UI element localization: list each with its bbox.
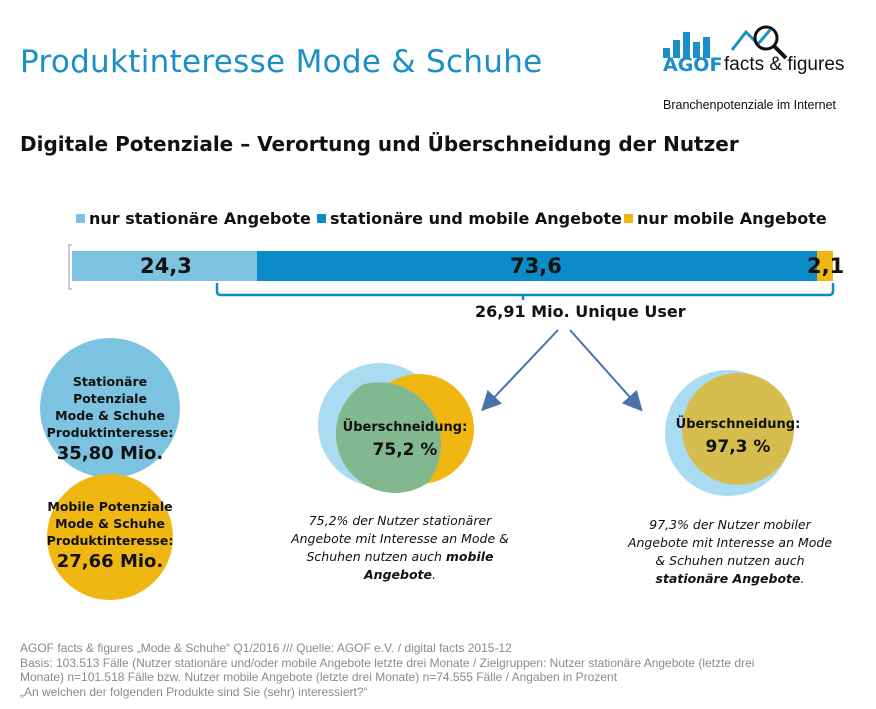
desc2-line2: Angebote mit Interesse an Mode [627,535,833,550]
footer-line4: „An welchen der folgenden Produkte sind … [20,684,368,699]
desc1-line3-bold: mobile [445,549,494,564]
overlap2-label: Überschneidung: [675,417,801,432]
stationary-value: 35,80 Mio. [56,443,164,464]
overlap1-description: 75,2% der Nutzer stationärer Angebote mi… [270,512,530,584]
legend-swatch [76,214,85,223]
stacked-bar-chart [68,244,835,300]
desc1-line2: Angebote mit Interesse an Mode & [291,531,509,546]
desc2-line3: & Schuhen nutzen auch [655,553,805,568]
footer-line2: Basis: 103.513 Fälle (Nutzer stationäre … [20,655,755,670]
legend-label: nur mobile Angebote [637,209,827,228]
stationary-label-line1: Stationäre Potenziale [72,374,148,406]
axis-bracket [68,244,72,290]
bar-segment-stationary [72,251,257,281]
overlap2-mobile-circle [682,373,794,485]
bar-label-mobile: 2,1 [807,254,845,278]
desc1-line1: 75,2% der Nutzer stationärer [308,513,492,528]
legend-swatch [317,214,326,223]
stationary-potential-circle [40,338,180,478]
overlap1-label: Überschneidung: [342,420,468,435]
magnifier-icon [753,25,779,51]
logo-trend-line [730,29,772,51]
logo-bar-4 [693,42,700,58]
logo-bar-2 [673,40,680,58]
desc2-line4: stationäre Angebote. [600,570,860,588]
logo-tagline: Branchenpotenziale im Internet [663,98,837,112]
total-brace [215,283,835,297]
desc2-line4-suffix: . [800,571,805,586]
agof-logo-graphic [663,25,788,60]
page-title: Produktinteresse Mode & Schuhe [20,44,543,80]
stationary-label-line3: Produktinteresse: [46,425,174,440]
legend-item-mobile: nur mobile Angebote [624,209,827,228]
overlap1-value: 75,2 % [372,440,438,460]
mobile-label-line2: Mode & Schuhe [55,516,165,531]
desc1-line3-prefix: Schuhen nutzen auch [306,549,446,564]
bar-segment-mobile [817,251,833,281]
overlap2-value: 97,3 % [705,437,771,457]
mobile-label-line3: Produktinteresse: [46,533,174,548]
overlap2-description: 97,3% der Nutzer mobiler Angebote mit In… [600,516,860,588]
mobile-value: 27,66 Mio. [56,551,164,572]
desc1-line3: Schuhen nutzen auch mobile [270,548,530,566]
legend-swatch [624,214,633,223]
desc1-line4-bold: Angebote [364,567,432,582]
logo-brand: AGOF [663,54,723,76]
desc2-line4-bold: stationäre Angebote [655,571,801,586]
bar-label-stationary: 24,3 [140,254,192,278]
subtitle: Digitale Potenziale – Verortung und Über… [20,132,739,156]
desc1-line4: Angebote. [270,566,530,584]
legend-label: nur stationäre Angebote [89,209,311,228]
legend-item-stationary: nur stationäre Angebote [76,209,311,228]
mobile-potential-text: Mobile Potenziale Mode & Schuhe Produkti… [40,498,180,575]
arrow-left [481,329,559,412]
desc1-line4-suffix: . [432,567,436,582]
desc2-line1: 97,3% der Nutzer mobiler [649,517,811,532]
logo-bar-5 [703,37,710,58]
mobile-potential-circle [47,474,173,600]
legend-item-both: stationäre und mobile Angebote [317,209,622,228]
total-users-label: 26,91 Mio. Unique User [475,302,686,321]
legend-label: stationäre und mobile Angebote [330,209,622,228]
footer-line3: Monate) n=101.518 Fälle bzw. Nutzer mobi… [20,670,618,684]
overlap1-intersection [335,382,441,493]
bar-label-both: 73,6 [510,254,562,278]
magnifier-handle [772,44,788,60]
stationary-label-line2: Mode & Schuhe [55,408,165,423]
bar-segment-both [256,251,817,281]
stationary-potential-text: Stationäre Potenziale Mode & Schuhe Prod… [40,373,180,467]
footer-line1: AGOF facts & figures „Mode & Schuhe“ Q1/… [20,641,512,655]
logo-bar-1 [663,48,670,58]
mobile-label-line1: Mobile Potenziale [47,499,173,514]
footer-source: AGOF facts & figures „Mode & Schuhe“ Q1/… [20,641,870,699]
logo-product: facts & figures [724,54,845,75]
logo-bar-3 [683,32,690,58]
arrow-right [569,329,643,412]
